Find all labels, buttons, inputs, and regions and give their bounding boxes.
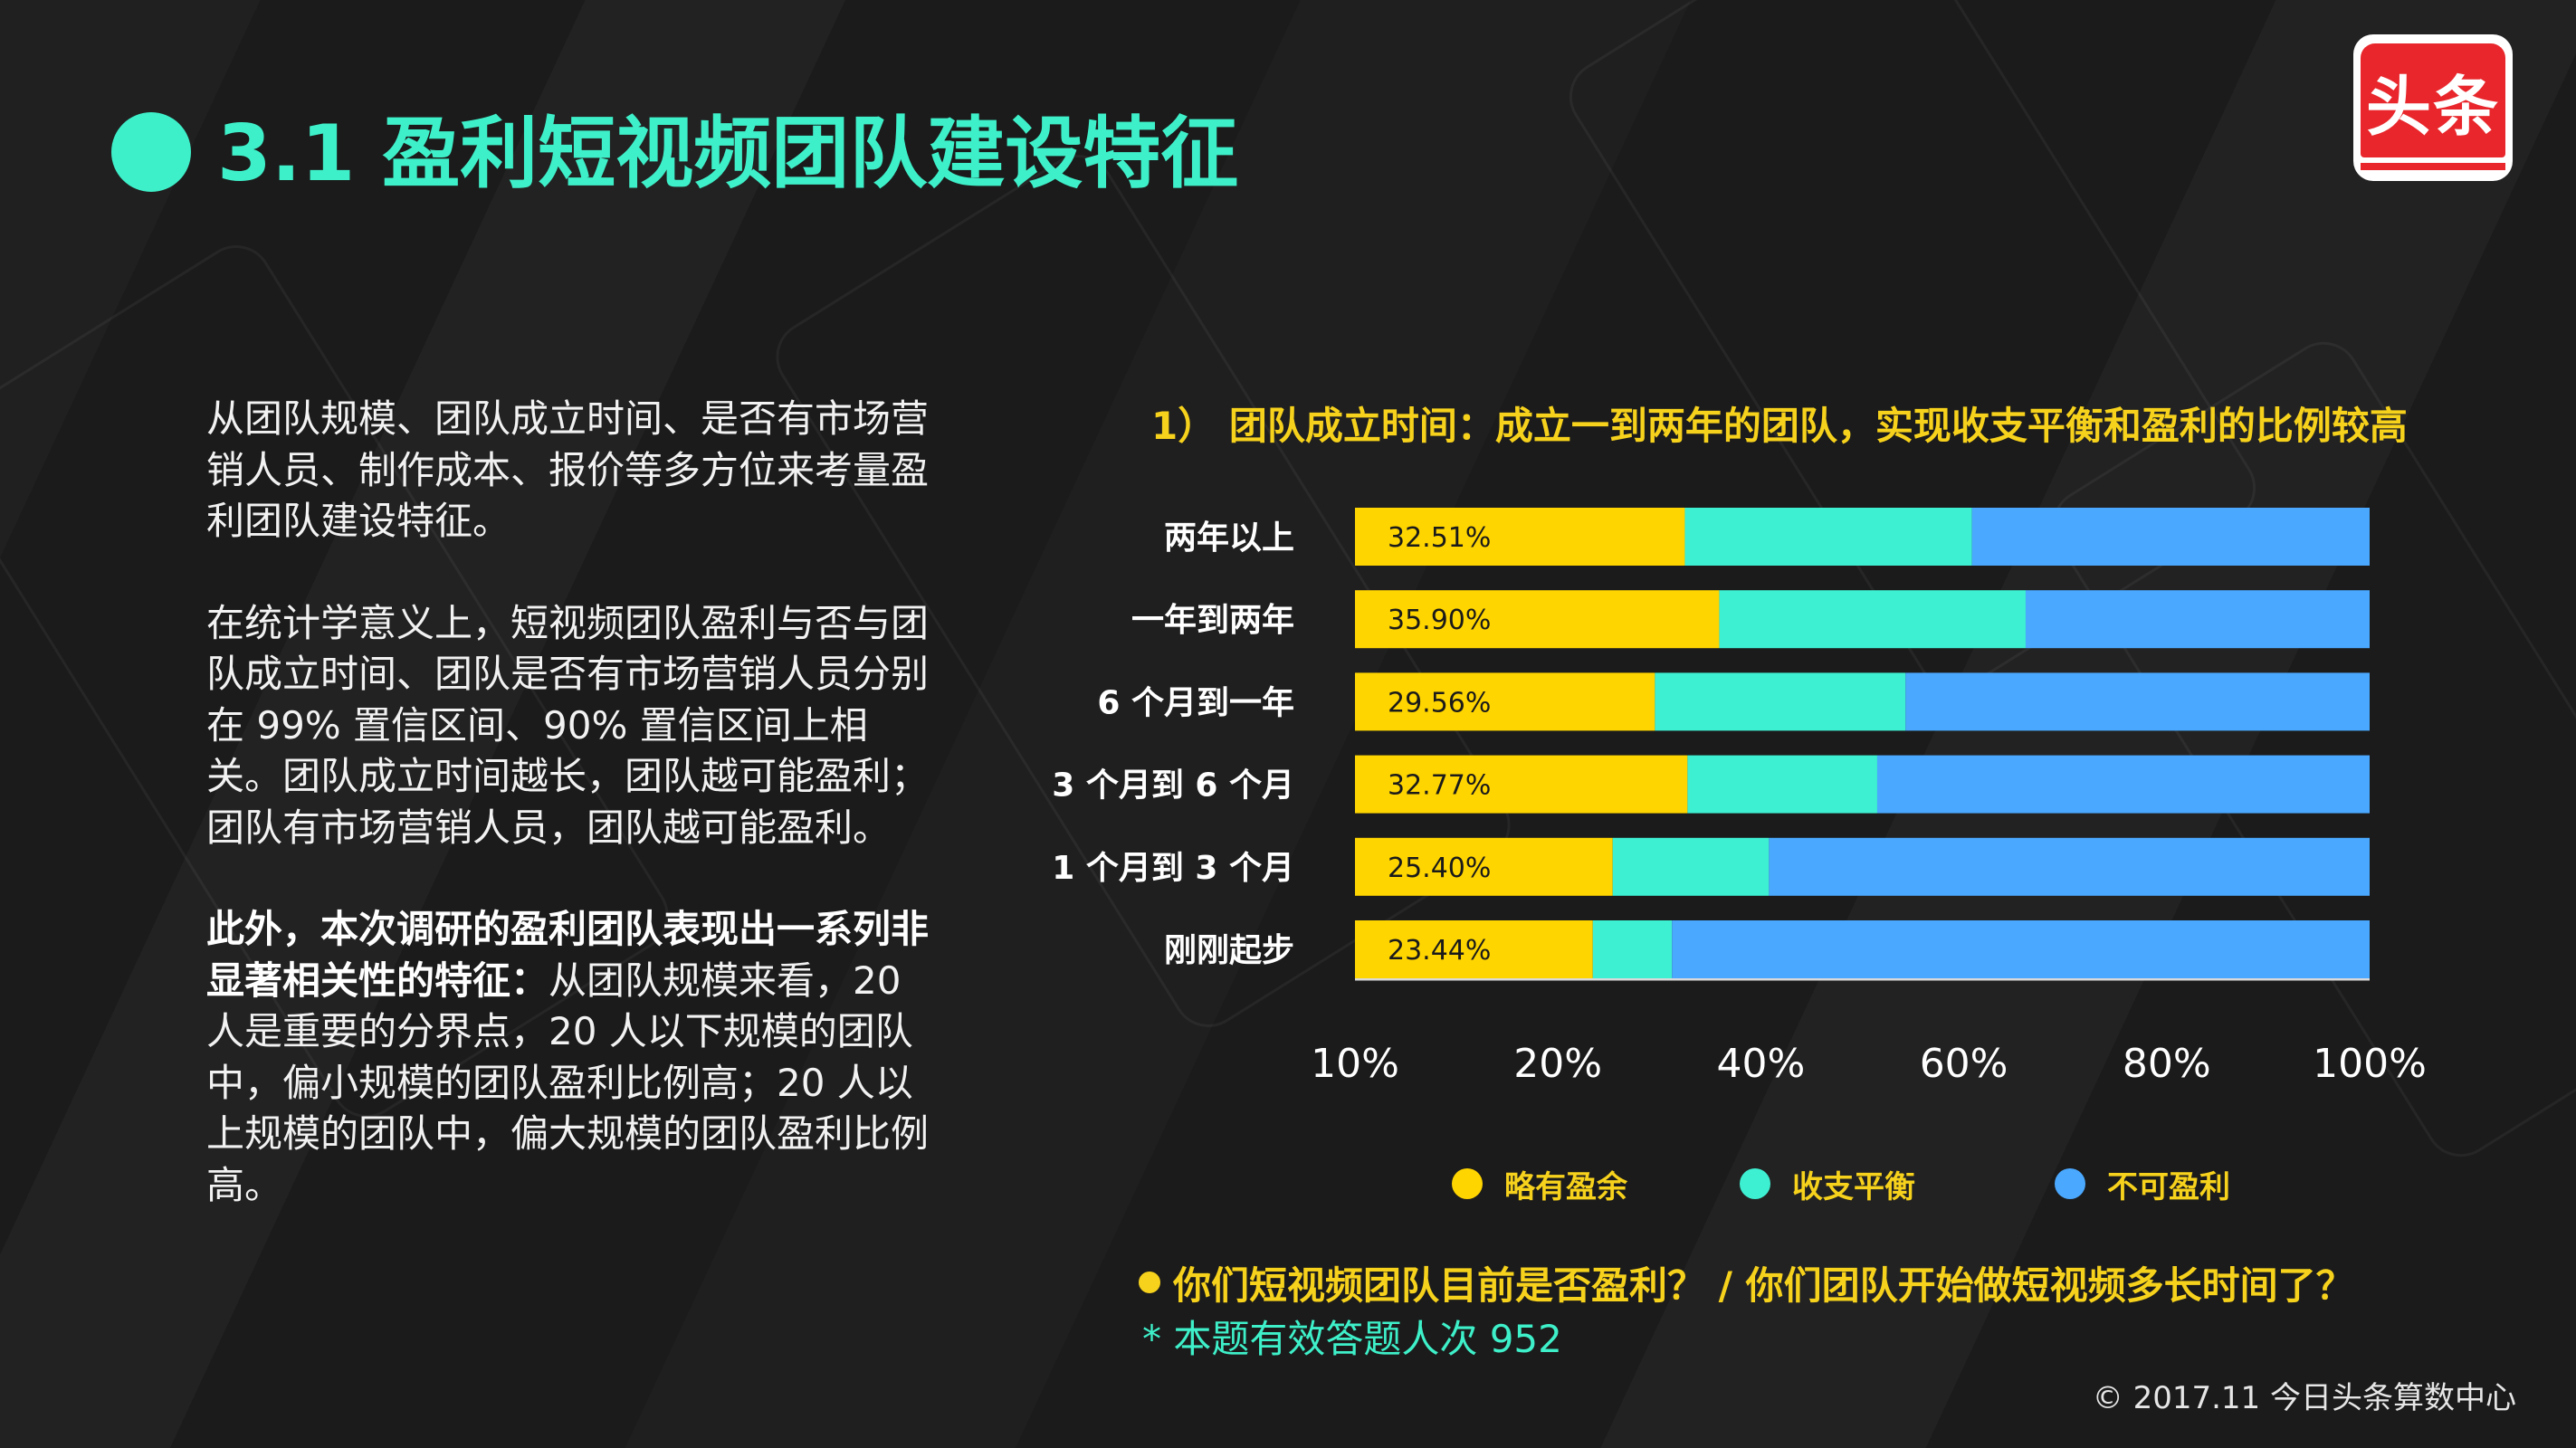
legend-label: 略有盈余 — [1504, 1168, 1627, 1205]
paragraph-3: 此外，本次调研的盈利团队表现出一系列非显著相关性的特征：从团队规模来看，20 人… — [206, 904, 940, 1211]
category-label: 一年到两年 — [1131, 602, 1294, 639]
title-bullet-dot — [111, 112, 191, 192]
legend-swatch — [1452, 1168, 1483, 1199]
category-label: 3 个月到 6 个月 — [1052, 767, 1294, 805]
bar-segment-surplus — [1355, 508, 1685, 566]
data-label: 25.40% — [1388, 853, 1491, 884]
legend-swatch — [2055, 1168, 2085, 1199]
bar-segment-breakeven — [1719, 590, 2026, 649]
question-text: 你们短视频团队目前是否盈利？ / 你们团队开始做短视频多长时间了？ — [1173, 1263, 2354, 1308]
category-label: 6 个月到一年 — [1097, 684, 1294, 721]
bar-segment-surplus — [1355, 672, 1655, 731]
respondent-note: * 本题有效答题人次 952 — [1142, 1317, 1562, 1361]
x-tick-label: 60% — [1920, 1041, 2008, 1087]
x-tick-label: 20% — [1513, 1041, 1602, 1087]
chart-title: 1） 团队成立时间：成立一到两年的团队，实现收支平衡和盈利的比例较高 — [1151, 404, 2408, 448]
paragraph-1: 从团队规模、团队成立时间、是否有市场营销人员、制作成本、报价等多方位来考量盈利团… — [206, 396, 930, 543]
legend-item-unprofitable: 不可盈利 — [2055, 1161, 2230, 1206]
category-label: 两年以上 — [1164, 519, 1294, 557]
data-label: 32.51% — [1388, 522, 1491, 554]
logo-underline — [2361, 163, 2505, 170]
legend-label: 收支平衡 — [1792, 1168, 1915, 1205]
legend-label: 不可盈利 — [2107, 1168, 2230, 1205]
bar-segment-unprofitable — [1672, 920, 2370, 978]
bar-segment-unprofitable — [1769, 837, 2370, 896]
toutiao-logo: 头条 — [2353, 34, 2513, 181]
bar-segment-breakeven — [1687, 755, 1877, 814]
bar-segment-surplus — [1355, 755, 1688, 814]
logo-text: 头条 — [2361, 43, 2505, 157]
stacked-bar-chart: 两年以上 32.51% 一年到两年 35.90% 6 个月到一年 29.56% 3 个月到 … — [1052, 508, 2427, 1087]
bar-segment-unprofitable — [2025, 590, 2370, 649]
survey-question: 你们短视频团队目前是否盈利？ / 你们团队开始做短视频多长时间了？ — [1139, 1260, 2354, 1312]
page-title: 3.1 盈利短视频团队建设特征 — [217, 109, 1239, 199]
copyright-footer: © 2017.11 今日头条算数中心 — [2092, 1380, 2516, 1416]
bar-segment-breakeven — [1684, 508, 1972, 566]
description-text: 从团队规模、团队成立时间、是否有市场营销人员、制作成本、报价等多方位来考量盈利团… — [206, 394, 940, 1262]
x-tick-label: 10% — [1311, 1041, 1399, 1087]
bar-segment-unprofitable — [1876, 755, 2370, 814]
paragraph-3-rest: 从团队规模来看，20 人是重要的分界点，20 人以下规模的团队中，偏小规模的团队… — [206, 957, 930, 1207]
x-tick-label: 100% — [2313, 1041, 2427, 1087]
data-label: 32.77% — [1388, 770, 1491, 802]
category-label: 1 个月到 3 个月 — [1052, 850, 1294, 887]
bar-segment-surplus — [1355, 837, 1613, 896]
bar-segment-unprofitable — [1905, 672, 2370, 731]
x-tick-label: 80% — [2123, 1041, 2211, 1087]
bar-segment-breakeven — [1612, 837, 1770, 896]
bar-segment-breakeven — [1655, 672, 1906, 731]
data-label: 29.56% — [1388, 687, 1491, 719]
bar-segment-surplus — [1355, 590, 1720, 649]
legend-item-breakeven: 收支平衡 — [1740, 1161, 1915, 1206]
x-tick-label: 40% — [1717, 1041, 1806, 1087]
legend-item-surplus: 略有盈余 — [1452, 1161, 1627, 1206]
data-label: 35.90% — [1388, 605, 1491, 636]
bar-segment-breakeven — [1592, 920, 1673, 978]
bar-segment-unprofitable — [1971, 508, 2370, 566]
data-label: 23.44% — [1388, 935, 1491, 967]
category-label: 刚刚起步 — [1164, 932, 1294, 969]
paragraph-2: 在统计学意义上，短视频团队盈利与否与团队成立时间、团队是否有市场营销人员分别在 … — [206, 600, 930, 850]
paragraph-3-bold: 此外，本次调研的盈利团队表现出一系列非显著相关性的特征： — [206, 907, 930, 1003]
bar-segment-surplus — [1355, 920, 1593, 978]
legend-swatch — [1740, 1168, 1770, 1199]
question-bullet-dot — [1139, 1272, 1160, 1293]
